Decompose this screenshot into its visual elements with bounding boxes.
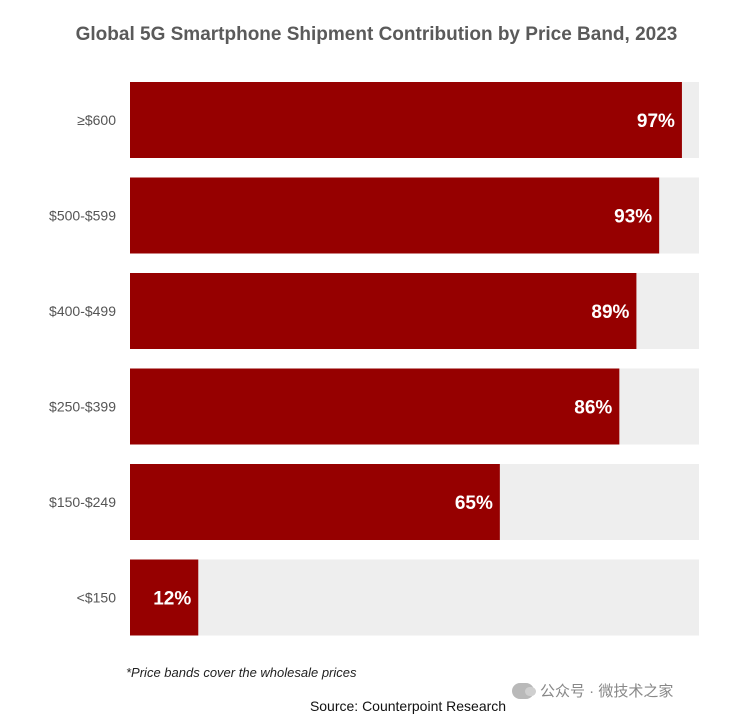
wechat-icon xyxy=(512,682,536,699)
category-label: $400-$499 xyxy=(49,303,116,319)
chart-title: Global 5G Smartphone Shipment Contributi… xyxy=(75,24,678,45)
bar-chart: ≥$600 97% $500-$599 93% $400-$499 89% $250-$39… xyxy=(49,82,699,636)
bar xyxy=(130,368,620,445)
value-label: 86% xyxy=(574,398,612,419)
footnote: *Price bands cover the wholesale prices xyxy=(126,665,357,680)
bar xyxy=(130,464,500,540)
source-note: Source: Counterpoint Research xyxy=(309,698,507,714)
category-label: $500-$599 xyxy=(49,208,116,224)
value-label: 65% xyxy=(455,493,493,514)
watermark-text: 公众号 · 微技术之家 xyxy=(540,683,674,700)
value-label: 89% xyxy=(591,302,629,323)
value-label: 12% xyxy=(153,589,191,610)
bar xyxy=(130,273,637,349)
bar-track xyxy=(130,559,699,636)
bar xyxy=(130,177,660,254)
value-label: 97% xyxy=(637,111,675,132)
category-label: $250-$399 xyxy=(49,399,116,415)
category-label: <$150 xyxy=(77,590,117,606)
wechat-watermark: 公众号 · 微技术之家 xyxy=(512,680,673,701)
category-label: ≥$600 xyxy=(77,112,116,128)
bar xyxy=(130,82,682,158)
bar xyxy=(130,559,199,636)
value-label: 93% xyxy=(614,207,652,228)
category-label: $150-$249 xyxy=(49,494,116,510)
